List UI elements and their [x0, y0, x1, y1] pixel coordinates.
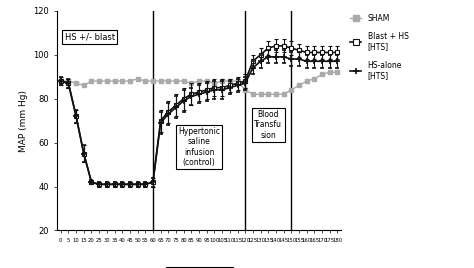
Text: HS +/- blast: HS +/- blast [64, 33, 115, 42]
Legend: SHAM, Blast + HS
[HTS], HS-alone
[HTS]: SHAM, Blast + HS [HTS], HS-alone [HTS] [347, 11, 411, 83]
Text: Blood
Transfu
sion: Blood Transfu sion [254, 110, 282, 140]
Text: Hypertonic
saline
infusion
(control): Hypertonic saline infusion (control) [178, 127, 220, 167]
Y-axis label: MAP (mm Hg): MAP (mm Hg) [19, 90, 28, 152]
